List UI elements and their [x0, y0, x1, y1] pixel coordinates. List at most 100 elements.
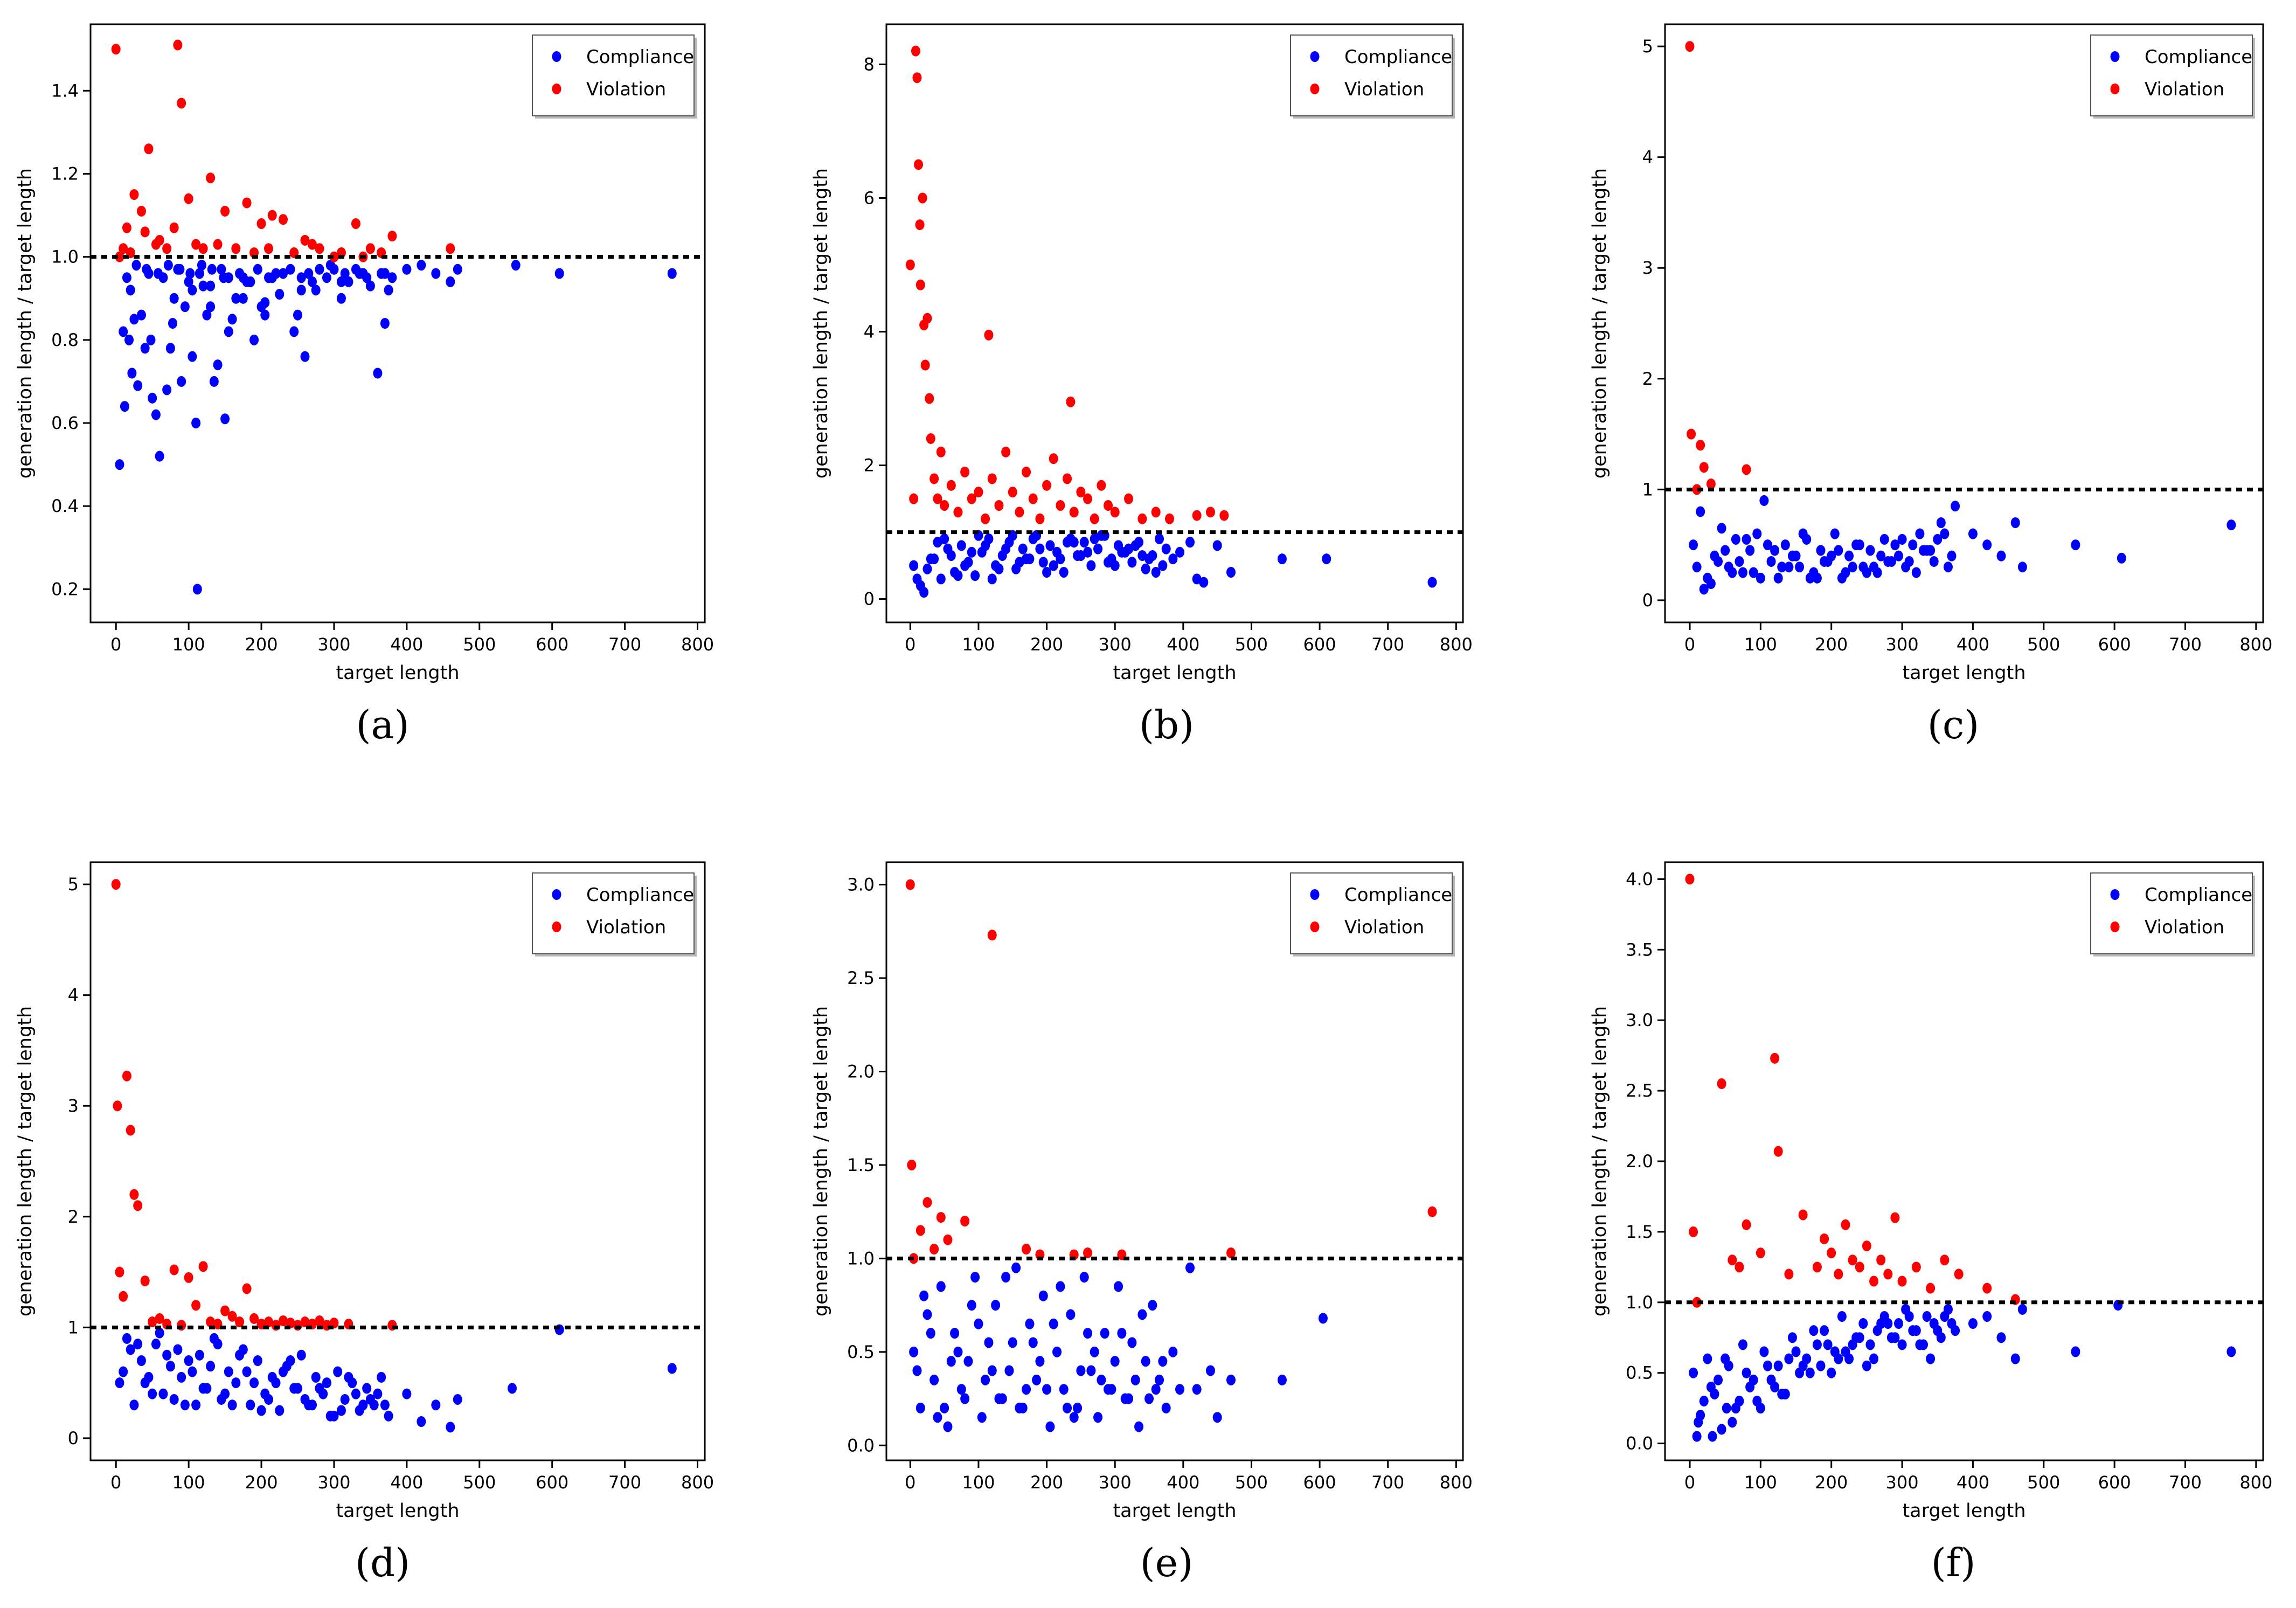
violation-point — [930, 1244, 939, 1255]
compliance-point — [293, 1383, 302, 1394]
legend-box — [2090, 34, 2253, 116]
compliance-point — [1015, 1402, 1024, 1413]
x-tick-label: 500 — [2027, 1472, 2060, 1493]
violation-point — [126, 1125, 135, 1136]
x-axis-label: target length — [1113, 662, 1236, 684]
compliance-point — [148, 1388, 157, 1399]
compliance-point — [1032, 1374, 1042, 1385]
y-tick-label: 3.0 — [847, 875, 875, 895]
series-violation — [1685, 874, 2020, 1308]
legend: Compliance Violation — [532, 34, 697, 119]
violation-point — [122, 222, 131, 233]
legend: Compliance Violation — [2090, 34, 2255, 119]
compliance-point — [1893, 550, 1903, 562]
compliance-point — [307, 276, 317, 287]
compliance-point — [126, 285, 135, 296]
compliance-point — [667, 1363, 677, 1374]
violation-point — [115, 251, 124, 262]
compliance-point — [1100, 1328, 1109, 1339]
legend-marker-compliance — [1310, 889, 1320, 900]
violation-point — [974, 487, 983, 498]
compliance-point — [1141, 563, 1150, 574]
compliance-point — [1083, 1328, 1093, 1339]
legend-box — [532, 872, 695, 954]
compliance-point — [238, 293, 248, 304]
compliance-point — [365, 1394, 375, 1405]
compliance-point — [2071, 539, 2080, 551]
compliance-point — [946, 1356, 956, 1367]
compliance-point — [219, 272, 228, 283]
compliance-point — [336, 276, 346, 287]
x-tick-label: 800 — [1440, 634, 1473, 655]
compliance-point — [1812, 572, 1822, 584]
compliance-point — [1134, 1421, 1144, 1432]
compliance-point — [206, 1361, 216, 1372]
violation-point — [129, 189, 139, 200]
compliance-point — [358, 1399, 368, 1411]
compliance-point — [2017, 562, 2027, 573]
violation-point — [198, 243, 208, 254]
violation-point — [365, 243, 375, 254]
violation-point — [162, 243, 172, 254]
compliance-point — [1770, 545, 1780, 556]
compliance-point — [1706, 1381, 1716, 1392]
legend-marker-violation — [2110, 921, 2120, 932]
compliance-point — [142, 264, 151, 275]
compliance-point — [188, 1366, 197, 1377]
compliance-point — [191, 418, 201, 428]
y-axis-label: generation length / target length — [810, 1006, 832, 1316]
x-axis-label: target length — [1113, 1500, 1236, 1522]
y-tick-label: 4 — [1642, 147, 1653, 168]
compliance-point — [2010, 1353, 2020, 1364]
compliance-point — [940, 533, 949, 544]
compliance-point — [1699, 1396, 1709, 1407]
compliance-point — [340, 1394, 350, 1405]
compliance-point — [912, 1365, 922, 1376]
compliance-point — [1038, 1290, 1048, 1301]
compliance-point — [227, 314, 237, 325]
compliance-point — [1708, 1431, 1717, 1442]
compliance-point — [325, 260, 335, 271]
violation-point — [220, 1305, 230, 1316]
compliance-point — [322, 272, 331, 283]
compliance-point — [950, 1328, 960, 1339]
compliance-point — [909, 1346, 919, 1357]
compliance-point — [402, 264, 412, 275]
compliance-point — [981, 1374, 990, 1385]
compliance-point — [1706, 578, 1716, 590]
y-tick-label: 2.5 — [1626, 1080, 1653, 1101]
compliance-point — [1127, 1337, 1137, 1348]
chart-panel-a: 0 100 200 300 400 500 600 700 800 0.2 0.4 0.6 0.8 1.0… — [15, 23, 714, 747]
compliance-point — [373, 368, 383, 379]
compliance-point — [1059, 566, 1069, 578]
chart-panel-c: 0 100 200 300 400 500 600 700 800 0 1 2 3 4 5 target le… — [1589, 23, 2272, 747]
compliance-point — [1042, 566, 1052, 578]
y-tick-label: 2.5 — [847, 968, 875, 988]
y-tick-label: 4 — [864, 322, 875, 342]
violation-point — [1770, 1052, 1780, 1064]
y-tick-label: 2 — [864, 455, 875, 476]
compliance-point — [963, 1356, 973, 1367]
compliance-point — [1876, 1318, 1886, 1329]
compliance-point — [340, 268, 350, 279]
compliance-point — [453, 1394, 462, 1405]
compliance-point — [1791, 550, 1801, 562]
violation-point — [148, 1316, 157, 1328]
compliance-point — [1717, 523, 1726, 534]
x-tick-label: 200 — [1030, 1472, 1063, 1493]
compliance-point — [184, 1355, 193, 1366]
compliance-point — [300, 1394, 310, 1405]
compliance-point — [169, 1394, 179, 1405]
x-tick-label: 800 — [2239, 1472, 2272, 1493]
y-tick-label: 1.0 — [1626, 1292, 1653, 1313]
legend-marker-violation — [1310, 84, 1320, 94]
violation-point — [1820, 1233, 1829, 1244]
compliance-point — [1915, 528, 1925, 539]
violation-point — [1728, 1254, 1737, 1266]
compliance-point — [1155, 533, 1164, 544]
violation-point — [1001, 446, 1011, 458]
y-tick-label: 0.4 — [51, 496, 79, 516]
x-tick-label: 0 — [905, 1472, 915, 1493]
violation-point — [1876, 1254, 1886, 1266]
compliance-point — [1076, 550, 1086, 561]
